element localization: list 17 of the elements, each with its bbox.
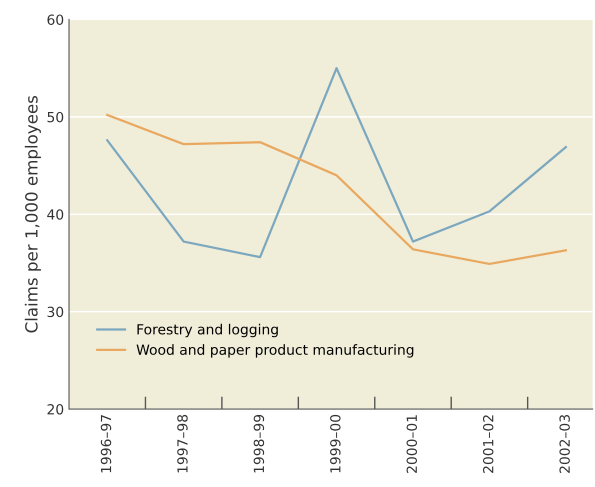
x-tick-label: 2001–02 — [482, 415, 494, 473]
x-tick-label: 2000–01 — [406, 415, 418, 473]
x-tick-label: 1997–98 — [177, 414, 188, 472]
x-tick-label: 2002–03 — [559, 415, 570, 473]
x-tick-label: 1999–00 — [330, 414, 341, 472]
y-tick-label: 40 — [47, 209, 64, 220]
x-tick-label: 1996–97 — [100, 415, 112, 472]
line-series — [106, 114, 567, 266]
y-tick-label: 20 — [48, 404, 64, 415]
y-tick-label: 60 — [47, 14, 64, 25]
line-series — [106, 67, 567, 258]
y-tick-label: 30 — [48, 306, 64, 318]
y-axis-title: Claims per 1,000 employees — [24, 96, 41, 332]
y-tick-label: 50 — [48, 112, 64, 122]
legend-label: Forestry and logging — [137, 324, 278, 338]
x-tick-label: 1998–99 — [254, 414, 264, 472]
legend-label: Wood and paper product manufacturing — [136, 344, 414, 358]
